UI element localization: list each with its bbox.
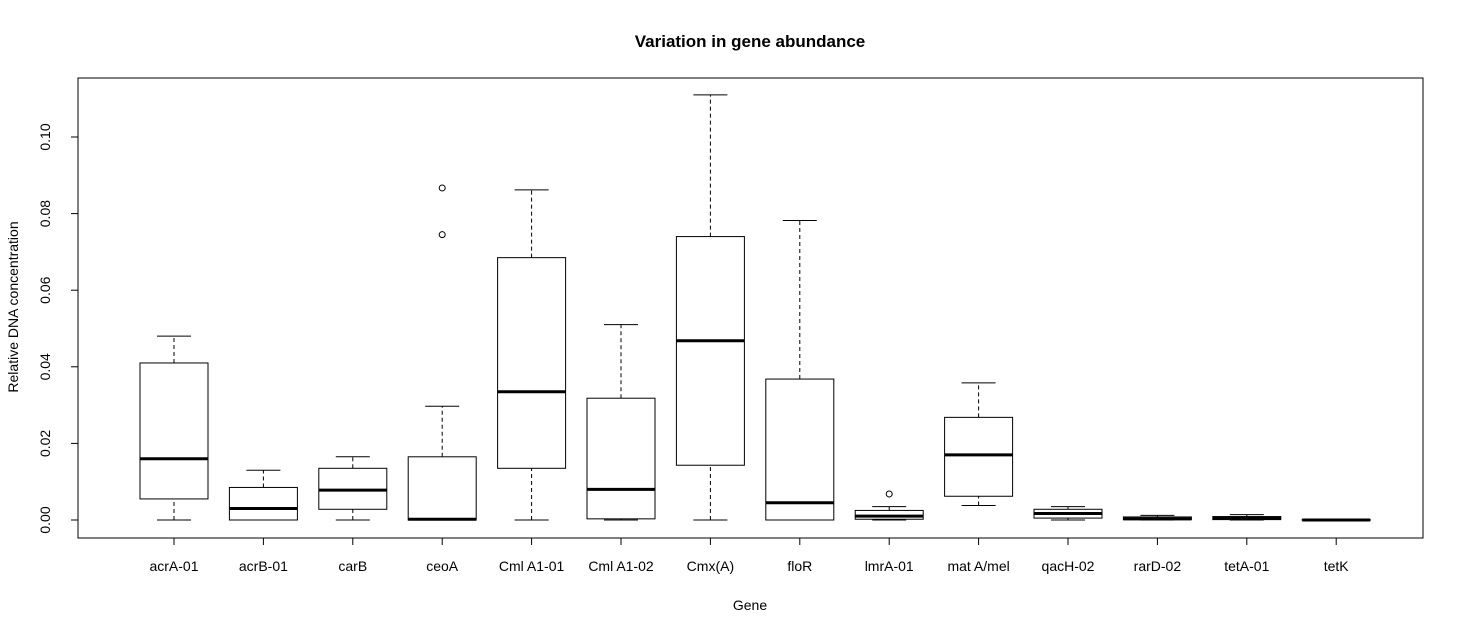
- outlier-point: [885, 490, 893, 498]
- y-tick-label: 0.06: [37, 276, 53, 303]
- x-tick-label: qacH-02: [1042, 558, 1095, 574]
- box-iqr: [944, 416, 1014, 497]
- y-tick-label: 0.02: [37, 430, 53, 457]
- x-tick-label: carB: [338, 558, 367, 574]
- box-mat-a-mel: [944, 382, 1014, 506]
- box-iqr: [407, 456, 477, 521]
- boxes-group: [139, 94, 1371, 522]
- box-acrb-01: [228, 469, 298, 521]
- box-iqr: [139, 362, 209, 500]
- box-tetk: [1301, 518, 1371, 522]
- box-carb: [318, 456, 388, 521]
- box-cml-a1-01: [497, 189, 567, 521]
- box-iqr: [497, 257, 567, 469]
- box-iqr: [675, 236, 745, 466]
- x-tick-label: tetA-01: [1224, 558, 1269, 574]
- x-tick-label: Cml A1-02: [588, 558, 654, 574]
- box-flor: [765, 219, 835, 521]
- x-tick-label: ceoA: [426, 558, 459, 574]
- y-tick-label: 0.10: [37, 123, 53, 150]
- x-tick-label: lmrA-01: [865, 558, 914, 574]
- box-iqr: [765, 378, 835, 521]
- box-iqr: [228, 486, 298, 521]
- y-tick-label: 0.00: [37, 506, 53, 533]
- x-tick-label: tetK: [1324, 558, 1350, 574]
- plot-frame: [77, 77, 1424, 539]
- x-tick-label: floR: [787, 558, 812, 574]
- box-acra-01: [139, 335, 209, 521]
- y-axis-label: Relative DNA concentration: [5, 221, 21, 392]
- x-tick-label: acrA-01: [149, 558, 198, 574]
- y-tick-label: 0.08: [37, 200, 53, 227]
- x-tick-label: rarD-02: [1134, 558, 1182, 574]
- box-cmx-a-: [675, 94, 745, 521]
- y-tick-label: 0.04: [37, 353, 53, 380]
- outlier-point: [438, 231, 446, 239]
- box-iqr: [586, 397, 656, 520]
- box-ceoa: [407, 184, 477, 521]
- x-tick-label: Cml A1-01: [499, 558, 565, 574]
- x-tick-label: Cmx(A): [687, 558, 734, 574]
- x-axis: acrA-01 acrB-01 carB ceoA Cml A1-01 Cml A1-02…: [149, 538, 1349, 574]
- box-teta-01: [1212, 514, 1282, 521]
- y-axis: 0.00 0.02 0.04 0.06 0.08 0.10: [37, 123, 79, 534]
- outlier-point: [438, 184, 446, 192]
- x-axis-label: Gene: [733, 597, 767, 613]
- box-cml-a1-02: [586, 324, 656, 521]
- x-tick-label: mat A/mel: [947, 558, 1009, 574]
- box-lmra-01: [854, 490, 924, 521]
- box-qach-02: [1033, 506, 1103, 521]
- box-rard-02: [1122, 514, 1192, 521]
- chart-title: Variation in gene abundance: [635, 32, 866, 51]
- x-tick-label: acrB-01: [239, 558, 288, 574]
